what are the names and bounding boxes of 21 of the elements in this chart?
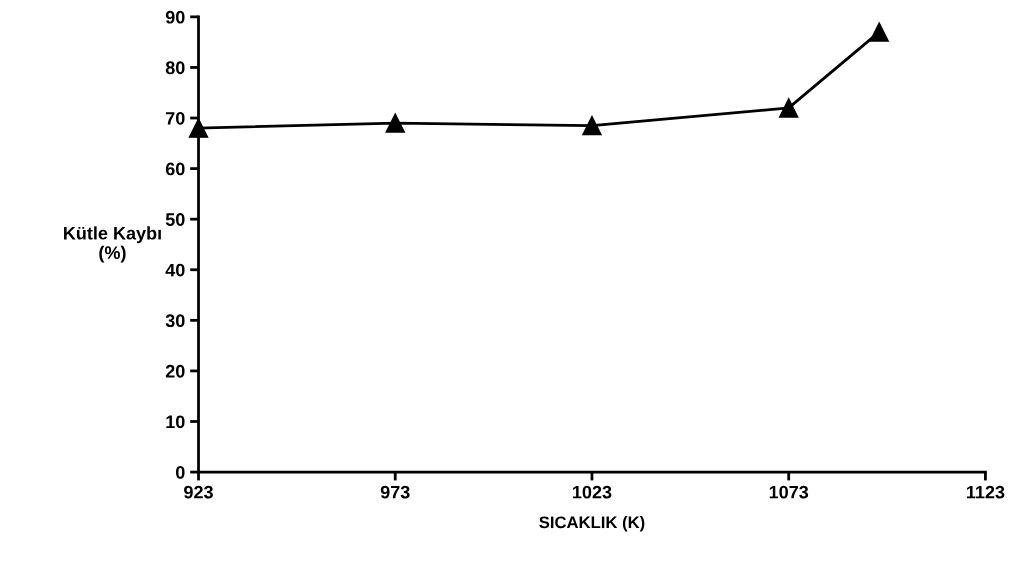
point — [385, 113, 405, 133]
y-tick-label: 50 — [165, 213, 185, 226]
y-tick-label: 90 — [165, 10, 185, 24]
y-tick-label: 40 — [165, 263, 185, 277]
x-tick-label: 923 — [184, 485, 213, 499]
y-tick-label: 60 — [165, 162, 185, 176]
y-tick-label: 10 — [166, 415, 185, 429]
point — [582, 115, 602, 136]
y-tick-label: 20 — [165, 364, 185, 378]
y-tick-label: 70 — [166, 111, 185, 125]
x-tick-label: 1023 — [573, 485, 612, 499]
point — [778, 98, 799, 118]
y-tick-label: 0 — [175, 466, 185, 479]
y-axis-title: Kütle Kaybı (%) — [64, 226, 161, 263]
x-tick-label: 1123 — [966, 485, 1005, 499]
x-tick-label: 1073 — [769, 485, 809, 499]
point — [869, 22, 889, 42]
x-axis-title: SICAKLIK (K) — [539, 515, 645, 532]
x-tick-label: 973 — [380, 485, 410, 499]
y-tick-label: 30 — [165, 314, 185, 328]
y-tick-label: 80 — [165, 61, 185, 75]
